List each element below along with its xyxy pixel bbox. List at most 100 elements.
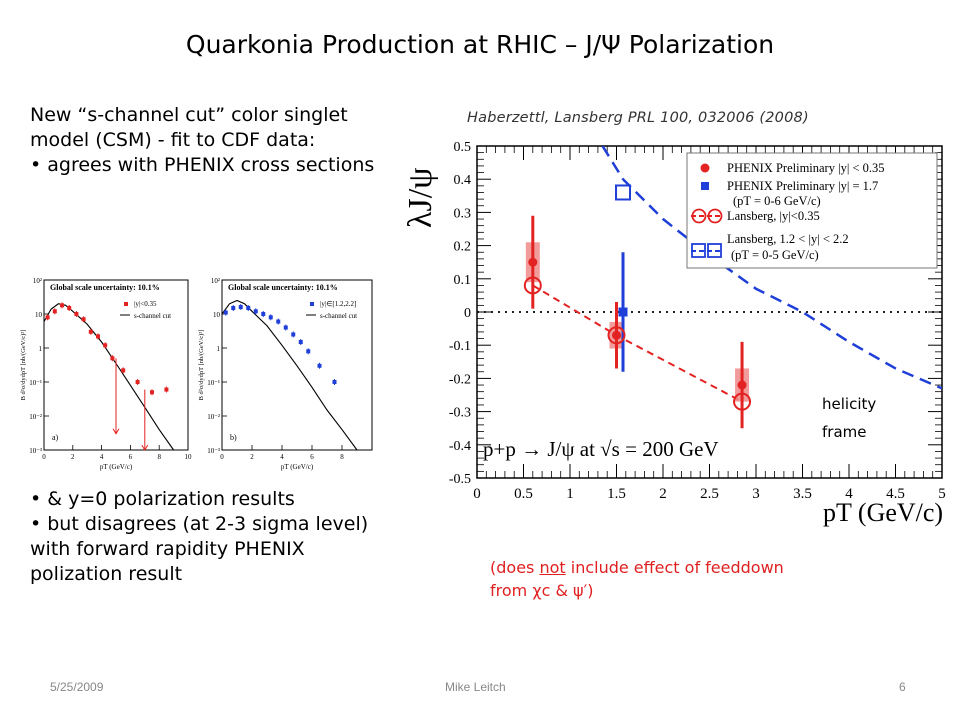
y-tick-label: 0.5 (454, 140, 472, 155)
y-tick-label: 0.3 (454, 206, 472, 221)
legend-phenix-forward-range: (pT = 0-6 GeV/c) (733, 194, 821, 208)
x-tick-label: 4.5 (886, 486, 905, 502)
small-legend-marker (310, 302, 314, 306)
small-y-axis-label: B d²σ/dydpT [nb/(GeV/c)²] (198, 330, 205, 401)
footer-date: 5/25/2009 (50, 680, 104, 694)
y-tick-label: -0.4 (449, 439, 471, 454)
x-tick-label: 2.5 (700, 486, 719, 502)
small-legend-data: |y|<0.35 (134, 300, 157, 308)
y-tick-label: 0.1 (454, 273, 472, 288)
legend-phenix-central-marker (700, 163, 710, 173)
x-tick-label: 3 (752, 486, 760, 502)
small-x-tick-label: 8 (340, 453, 344, 461)
phenix-central-point (737, 380, 747, 390)
small-data-point (52, 309, 57, 314)
legend-lansberg-forward-marker-2 (707, 243, 722, 258)
note-line1-pre: (does (490, 558, 540, 577)
small-x-tick-label: 6 (310, 453, 314, 461)
small-data-point (164, 387, 169, 392)
small-data-point (60, 303, 64, 308)
cross-section-plot-a: 10² 10 1 10⁻¹ 10⁻² 10⁻³0 2 4 6 8 10 pT (GeV/c) B d²σ… (20, 277, 192, 471)
small-legend-marker (124, 302, 128, 306)
x-tick-label: 0 (473, 486, 481, 502)
small-y-tick-label: 10² (33, 277, 42, 285)
legend-lansberg-forward-range: (pT = 0-5 GeV/c) (731, 248, 819, 262)
small-data-point (81, 317, 86, 322)
small-data-point (88, 329, 93, 334)
small-y-tick-label: 1 (217, 345, 221, 353)
series-lansberg-forward-curve (601, 146, 942, 390)
series-lansberg-central-line (532, 284, 743, 403)
bullet-model-description: New “s-channel cut” color singlet model … (30, 104, 348, 151)
lansberg-central-marker (733, 392, 752, 411)
small-data-point (74, 312, 79, 316)
y-tick-label: 0.4 (454, 173, 472, 188)
slide-title: Quarkonia Production at RHIC – J/Ψ Polar… (185, 30, 775, 59)
small-data-point (238, 305, 243, 310)
small-data-point (298, 340, 303, 345)
bullets-bottom: • & y=0 polarization results • but disag… (30, 487, 400, 587)
small-data-point (67, 306, 72, 311)
note-line1-post: include effect of feeddown (565, 558, 784, 577)
small-data-point (276, 319, 281, 324)
small-model-curve (221, 299, 358, 451)
x-tick-label: 1 (566, 486, 574, 502)
small-x-axis-label: pT (GeV/c) (281, 463, 314, 471)
x-tick-label: 4 (845, 486, 853, 502)
legend-lansberg-forward: Lansberg, 1.2 < |y| < 2.2 (727, 232, 849, 246)
y-tick-label: 0.2 (454, 240, 472, 255)
small-data-point (332, 380, 337, 384)
small-x-tick-label: 6 (129, 453, 133, 461)
small-data-point (103, 343, 108, 348)
small-legend-model: s-channel cut (134, 312, 171, 320)
cross-section-plot-b: 10² 10 1 10⁻¹ 10⁻² 10⁻³0 2 4 6 8 pT (GeV/c) B d²σ/d… (198, 277, 373, 471)
phenix-central-point (528, 257, 538, 267)
small-data-point (268, 315, 273, 320)
small-x-tick-label: 2 (71, 453, 75, 461)
x-axis-label: pT (GeV/c) (823, 498, 943, 527)
x-tick-label: 5 (938, 486, 946, 502)
small-data-point (45, 315, 50, 320)
small-x-tick-label: 4 (100, 453, 104, 461)
small-y-tick-label: 10⁻³ (207, 447, 220, 455)
small-y-axis-label: B d²σ/dydpT [nb/(GeV/c)²] (20, 330, 27, 401)
small-data-point (150, 390, 154, 395)
x-tick-label: 2 (659, 486, 667, 502)
small-data-point (261, 312, 266, 316)
small-y-tick-label: 10⁻² (29, 413, 42, 421)
legend-lansberg-central-marker-2 (707, 208, 723, 224)
small-plot-title: Global scale uncertainty: 10.1% (228, 283, 338, 292)
small-y-tick-label: 10⁻¹ (207, 379, 220, 387)
lansberg-forward-marker (615, 184, 632, 201)
phenix-forward-point (618, 307, 628, 317)
y-axis-label: λJ/ψ (405, 168, 439, 228)
process-annotation: p+p → J/ψ at √s = 200 GeV (483, 437, 719, 461)
small-data-point (135, 380, 140, 384)
lansberg-central-marker (523, 276, 542, 295)
small-x-tick-label: 2 (250, 453, 254, 461)
note-line2: from χc & ψ′) (490, 581, 594, 600)
small-y-tick-label: 10² (211, 277, 220, 285)
small-x-tick-label: 0 (42, 453, 46, 461)
y-tick-label: 0 (464, 306, 471, 321)
small-x-tick-label: 0 (220, 453, 224, 461)
small-arrow-head (112, 428, 120, 435)
small-panel-label: b) (230, 433, 237, 442)
legend-box (686, 152, 938, 269)
small-data-point (306, 349, 311, 354)
lansberg-central-marker (607, 326, 626, 345)
small-data-point (291, 332, 296, 337)
small-data-point (246, 306, 251, 311)
legend-phenix-forward: PHENIX Preliminary |y| = 1.7 (727, 179, 878, 193)
x-tick-label: 1.5 (607, 486, 626, 502)
small-y-tick-label: 10 (35, 311, 43, 319)
bullet-y0-results: • & y=0 polarization results (30, 488, 295, 510)
small-y-tick-label: 10 (213, 311, 221, 319)
small-plot-title: Global scale uncertainty: 10.1% (50, 283, 160, 292)
small-legend-model: s-channel cut (320, 312, 357, 320)
phenix-central-point (612, 330, 621, 340)
legend-phenix-forward-marker (701, 182, 709, 190)
helicity-frame-line2: frame (822, 423, 866, 441)
small-y-tick-label: 10⁻³ (29, 447, 42, 455)
legend-phenix-central: PHENIX Preliminary |y| < 0.35 (727, 161, 885, 175)
